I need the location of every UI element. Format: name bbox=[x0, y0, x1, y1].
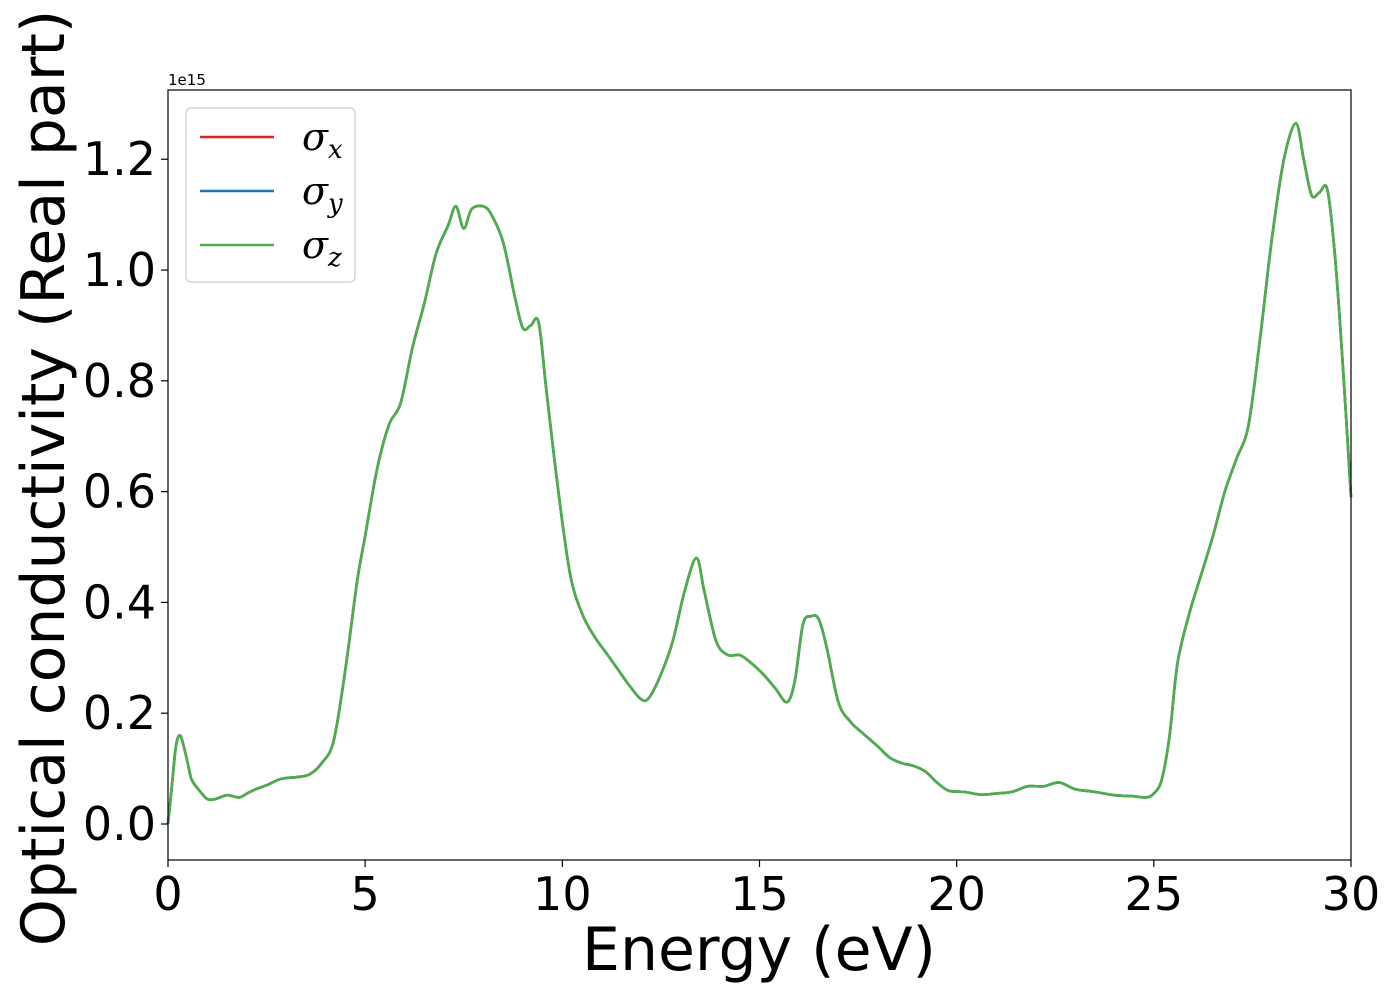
y-tick-label: 0.0 bbox=[83, 797, 156, 851]
y-tick-label: 0.6 bbox=[83, 465, 156, 519]
y-offset-label: 1e15 bbox=[168, 71, 206, 89]
x-axis-ticks: 0 5 10 15 20 25 30 bbox=[153, 860, 1380, 921]
x-axis-title: Energy (eV) bbox=[582, 915, 936, 985]
y-axis-ticks: 0.0 0.2 0.4 0.6 0.8 1.0 1.2 bbox=[83, 132, 168, 851]
x-tick-label: 25 bbox=[1125, 867, 1184, 921]
series-layer bbox=[166, 121, 1353, 825]
y-tick-label: 1.2 bbox=[83, 132, 156, 186]
plot-area bbox=[168, 90, 1351, 860]
y-tick-label: 0.4 bbox=[83, 575, 156, 629]
legend-box bbox=[185, 107, 356, 283]
y-tick-label: 1.0 bbox=[83, 243, 156, 297]
legend-label-x: σx bbox=[302, 115, 343, 165]
series-line-z bbox=[166, 121, 1353, 825]
x-tick-label: 15 bbox=[730, 867, 789, 921]
x-tick-label: 0 bbox=[153, 867, 182, 921]
legend-label-z: σz bbox=[302, 223, 342, 273]
x-tick-label: 5 bbox=[351, 867, 380, 921]
legend-label-y: σy bbox=[302, 169, 343, 219]
x-tick-label: 30 bbox=[1322, 867, 1381, 921]
y-tick-label: 0.8 bbox=[83, 354, 156, 408]
x-tick-label: 20 bbox=[927, 867, 986, 921]
y-axis-title: Optical conductivity (Real part) bbox=[9, 10, 79, 947]
x-tick-label: 10 bbox=[533, 867, 592, 921]
y-tick-label: 0.2 bbox=[83, 686, 156, 740]
